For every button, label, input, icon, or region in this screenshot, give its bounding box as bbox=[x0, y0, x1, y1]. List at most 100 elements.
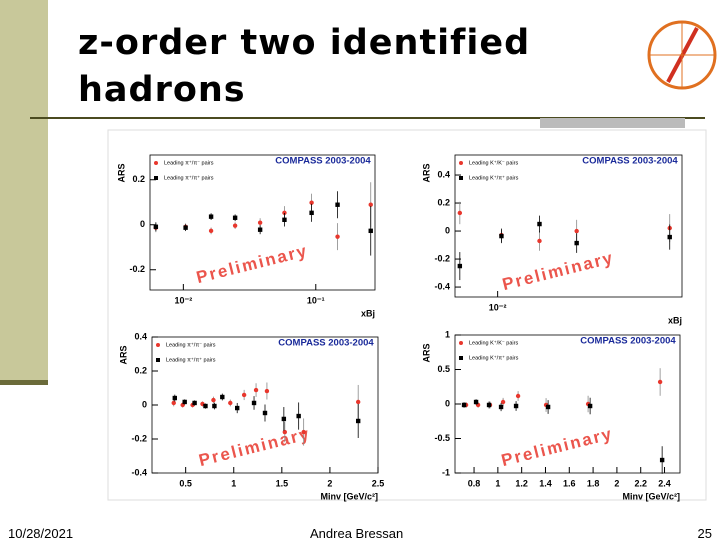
data-point bbox=[368, 228, 373, 234]
data-point bbox=[211, 397, 216, 403]
y-tick-label: 0 bbox=[142, 399, 147, 409]
y-tick-label: -0.4 bbox=[434, 281, 450, 291]
side-bar bbox=[0, 0, 48, 385]
data-point bbox=[461, 402, 467, 408]
data-point bbox=[537, 221, 542, 227]
footer-date: 10/28/2021 bbox=[8, 526, 74, 540]
data-point bbox=[486, 402, 492, 408]
data-point bbox=[309, 200, 314, 205]
logo bbox=[647, 20, 717, 90]
x-tick-label: 0.5 bbox=[179, 478, 192, 488]
data-point bbox=[355, 418, 361, 424]
data-point bbox=[667, 234, 672, 240]
x-tick-label: 2 bbox=[614, 478, 619, 488]
chart-title: COMPASS 2003-2004 bbox=[275, 156, 371, 167]
x-tick-label: 1.4 bbox=[539, 478, 552, 488]
data-point bbox=[172, 395, 177, 401]
legend-marker bbox=[459, 341, 463, 345]
data-point bbox=[232, 215, 238, 220]
legend-label: Leading π⁺/π⁻ pairs bbox=[166, 341, 216, 348]
data-point bbox=[309, 210, 314, 216]
legend-label: Leading K⁺/K⁻ pairs bbox=[469, 159, 518, 166]
x-tick-label: 0.8 bbox=[468, 478, 481, 488]
legend-marker bbox=[459, 161, 463, 165]
data-point bbox=[241, 392, 247, 398]
y-axis-label: ARS bbox=[421, 163, 431, 182]
legend-label: Leading π⁺/π⁺ pairs bbox=[164, 174, 214, 181]
data-point bbox=[171, 400, 176, 406]
data-point bbox=[368, 202, 373, 207]
legend-label: Leading K⁺/π⁺ pairs bbox=[469, 354, 519, 361]
data-point bbox=[659, 457, 665, 463]
data-point bbox=[657, 379, 663, 385]
y-tick-label: 1 bbox=[445, 329, 450, 339]
data-point bbox=[257, 220, 263, 225]
y-tick-label: -0.2 bbox=[434, 253, 450, 263]
data-point bbox=[473, 399, 479, 405]
data-point bbox=[220, 394, 225, 400]
x-tick-label: 2.5 bbox=[372, 478, 385, 488]
data-point bbox=[232, 223, 238, 228]
plot-frame bbox=[454, 154, 683, 298]
x-tick-label: 2 bbox=[327, 478, 332, 488]
data-point bbox=[257, 227, 263, 232]
y-tick-label: 0 bbox=[445, 398, 450, 408]
data-point bbox=[515, 393, 521, 399]
y-tick-label: 0.2 bbox=[134, 365, 147, 375]
legend-marker bbox=[156, 358, 160, 362]
data-point bbox=[498, 404, 504, 410]
data-point bbox=[296, 413, 301, 419]
y-tick-label: -0.4 bbox=[131, 467, 147, 477]
x-tick-label: 1.8 bbox=[587, 478, 600, 488]
legend-marker bbox=[154, 176, 158, 180]
data-point bbox=[457, 210, 463, 216]
chart-title: COMPASS 2003-2004 bbox=[580, 336, 676, 347]
data-point bbox=[153, 224, 159, 229]
y-tick-label: 0.5 bbox=[437, 364, 450, 374]
data-point bbox=[251, 400, 257, 406]
data-point bbox=[192, 400, 197, 406]
legend-label: Leading K⁺/π⁺ pairs bbox=[469, 174, 519, 181]
data-point bbox=[335, 234, 340, 239]
data-point bbox=[208, 214, 214, 219]
x-tick-label: 1 bbox=[495, 478, 500, 488]
figure-frame bbox=[107, 129, 707, 501]
x-tick-label: 2.4 bbox=[658, 478, 671, 488]
data-point bbox=[228, 400, 233, 406]
y-tick-label: 0 bbox=[140, 219, 145, 229]
x-axis-label: xBj bbox=[361, 308, 375, 318]
legend-label: Leading π⁺/π⁺ pairs bbox=[166, 356, 216, 363]
legend-marker bbox=[459, 356, 463, 360]
x-axis-label: Minv [GeV/c²] bbox=[320, 491, 378, 501]
x-tick-label: 10⁻¹ bbox=[307, 295, 325, 305]
data-point bbox=[355, 399, 361, 405]
data-point bbox=[574, 240, 579, 246]
x-tick-label: 1.5 bbox=[276, 478, 289, 488]
data-point bbox=[262, 410, 268, 416]
y-axis-label: ARS bbox=[421, 343, 431, 362]
data-point bbox=[183, 225, 188, 230]
chart-title: COMPASS 2003-2004 bbox=[278, 338, 374, 349]
data-point bbox=[282, 217, 287, 222]
data-point bbox=[537, 238, 542, 244]
footer-author: Andrea Bressan bbox=[310, 526, 404, 540]
y-tick-label: -1 bbox=[442, 467, 450, 477]
x-tick-label: 1.2 bbox=[515, 478, 528, 488]
slide-title: z-order two identified hadrons bbox=[78, 23, 531, 110]
y-axis-label: ARS bbox=[116, 163, 126, 182]
data-point bbox=[208, 228, 214, 234]
x-axis-label: Minv [GeV/c²] bbox=[622, 491, 680, 501]
data-point bbox=[235, 405, 240, 411]
data-point bbox=[500, 399, 506, 405]
legend-label: Leading π⁺/π⁻ pairs bbox=[164, 159, 214, 166]
data-point bbox=[281, 416, 287, 422]
data-point bbox=[457, 263, 463, 269]
y-tick-label: -0.2 bbox=[131, 433, 147, 443]
y-tick-label: -0.2 bbox=[129, 264, 145, 274]
data-point bbox=[499, 233, 504, 239]
x-tick-label: 10⁻² bbox=[174, 295, 192, 305]
data-point bbox=[282, 210, 287, 216]
footer-page: 25 bbox=[697, 526, 712, 540]
